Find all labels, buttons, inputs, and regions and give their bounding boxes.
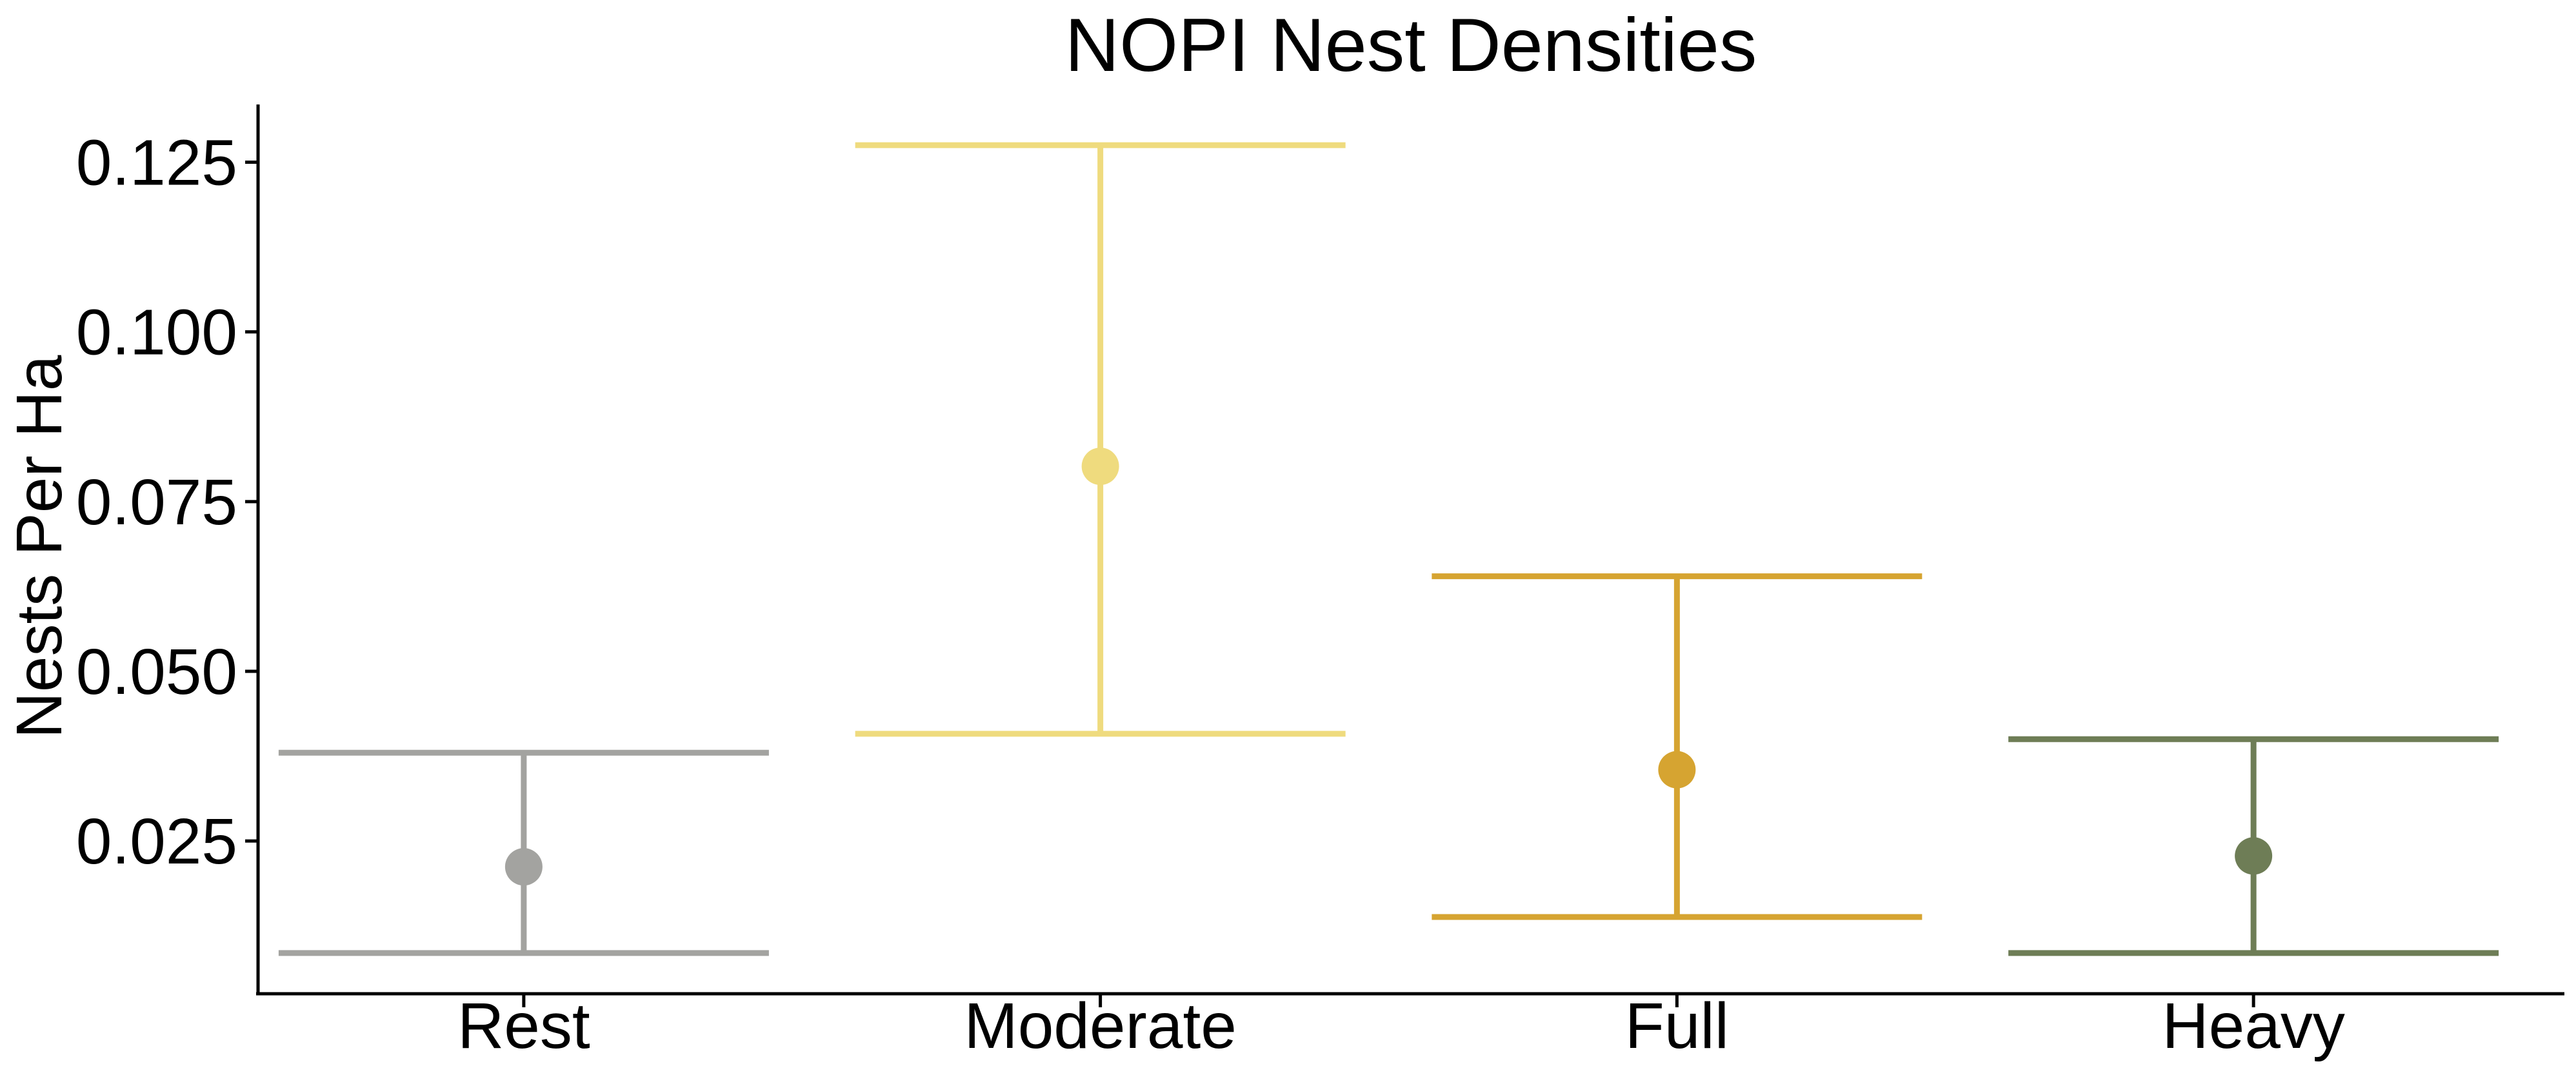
estimate-point — [1081, 448, 1119, 486]
y-tick-label: 0.100 — [76, 297, 237, 369]
estimate-point — [1658, 751, 1696, 789]
y-tick-label: 0.025 — [76, 805, 237, 878]
x-tick-label: Heavy — [2162, 990, 2344, 1062]
chart-title: NOPI Nest Densities — [1065, 3, 1757, 87]
y-axis-ticks: 0.025 0.050 0.075 0.100 0.125 — [76, 126, 258, 878]
x-axis-ticks: Rest Moderate Full Heavy — [457, 990, 2345, 1062]
error-bar-group-moderate — [855, 142, 1346, 737]
y-axis-label: Nests Per Ha — [3, 355, 75, 738]
estimate-point — [504, 848, 543, 886]
x-tick-label: Full — [1625, 990, 1729, 1062]
plot-area — [278, 142, 2499, 956]
estimate-point — [2235, 837, 2273, 875]
y-tick-label: 0.125 — [76, 126, 237, 199]
error-bar-group-heavy — [2008, 736, 2499, 956]
x-tick-label: Rest — [457, 990, 590, 1062]
error-bar-group-rest — [278, 749, 769, 956]
y-tick-label: 0.075 — [76, 466, 237, 538]
y-tick-label: 0.050 — [76, 636, 237, 708]
x-tick-label: Moderate — [964, 990, 1236, 1062]
error-bar-group-full — [1432, 573, 1922, 920]
